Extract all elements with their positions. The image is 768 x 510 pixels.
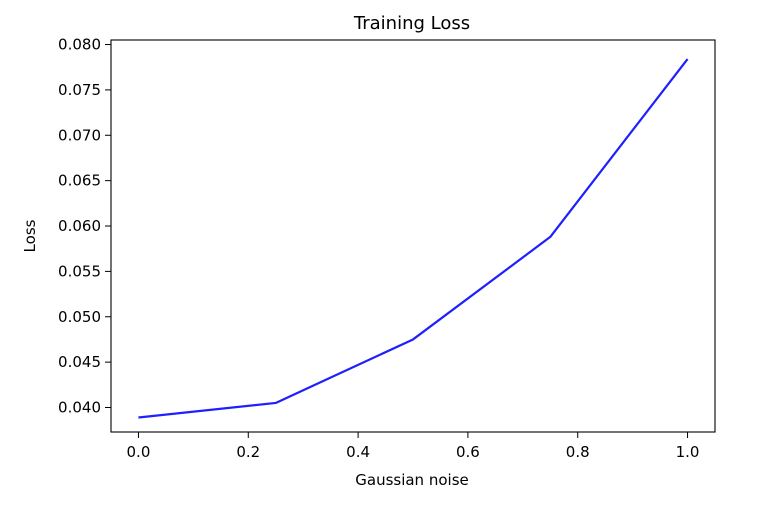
y-tick-label: 0.065 — [58, 172, 101, 190]
y-tick-label: 0.075 — [58, 81, 101, 99]
x-tick-label: 0.4 — [346, 443, 370, 461]
y-tick-label: 0.050 — [58, 308, 101, 326]
y-tick-label: 0.080 — [58, 36, 101, 54]
y-tick-label: 0.060 — [58, 217, 101, 235]
series-line-0 — [138, 58, 689, 419]
x-axis-ticks: 0.0 0.2 0.4 0.6 0.8 1.0 — [127, 432, 700, 461]
plot-area — [111, 40, 715, 432]
series-layer — [138, 58, 689, 419]
x-tick-label: 0.8 — [566, 443, 590, 461]
y-tick-label: 0.040 — [58, 399, 101, 417]
x-tick-label: 1.0 — [676, 443, 700, 461]
x-tick-label: 0.0 — [127, 443, 151, 461]
y-tick-label: 0.045 — [58, 353, 101, 371]
y-axis-ticks: 0.040 0.045 0.050 0.055 0.060 0.065 0.070 0.075… — [58, 36, 111, 417]
x-tick-label: 0.2 — [236, 443, 260, 461]
y-tick-label: 0.055 — [58, 262, 101, 280]
plot-frame — [110, 39, 716, 433]
y-axis-label: Loss — [21, 219, 39, 252]
x-tick-label: 0.6 — [456, 443, 480, 461]
y-tick-label: 0.070 — [58, 126, 101, 144]
x-axis-label: Gaussian noise — [355, 471, 468, 489]
chart-title: Training Loss — [353, 13, 470, 34]
